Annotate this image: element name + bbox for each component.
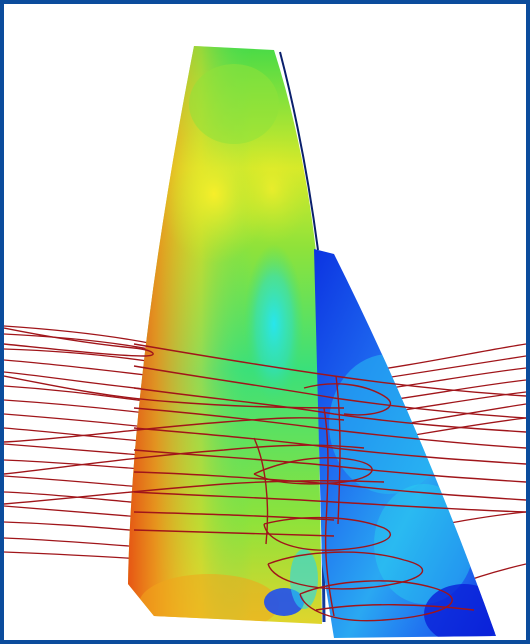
streamlines-front <box>4 327 526 622</box>
sail-flow-visualization <box>4 46 526 638</box>
sail-edge-line <box>279 51 319 251</box>
jib-surface <box>314 249 496 638</box>
